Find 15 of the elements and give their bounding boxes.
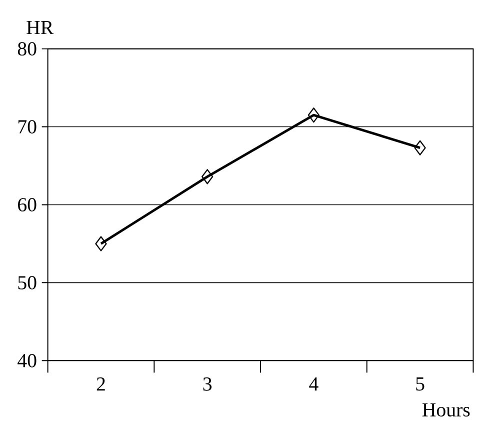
point: [308, 107, 320, 122]
y-tick-label: 70: [18, 120, 36, 134]
point: [95, 236, 107, 252]
point: [414, 140, 426, 156]
x-tick-label: 3: [203, 377, 212, 391]
x-tick-label: 2: [96, 377, 105, 390]
y-tick-label: 50: [18, 276, 36, 290]
x-axis-title: Hours: [422, 403, 470, 416]
y-tick-label: 40: [18, 354, 36, 368]
point: [202, 168, 214, 184]
y-tick-label: 80: [18, 42, 36, 56]
y-axis-title: HR: [26, 20, 54, 34]
y-tick-label: 60: [18, 198, 36, 212]
x-tick-label: 4: [309, 377, 318, 390]
x-tick-label: 5: [416, 377, 424, 390]
